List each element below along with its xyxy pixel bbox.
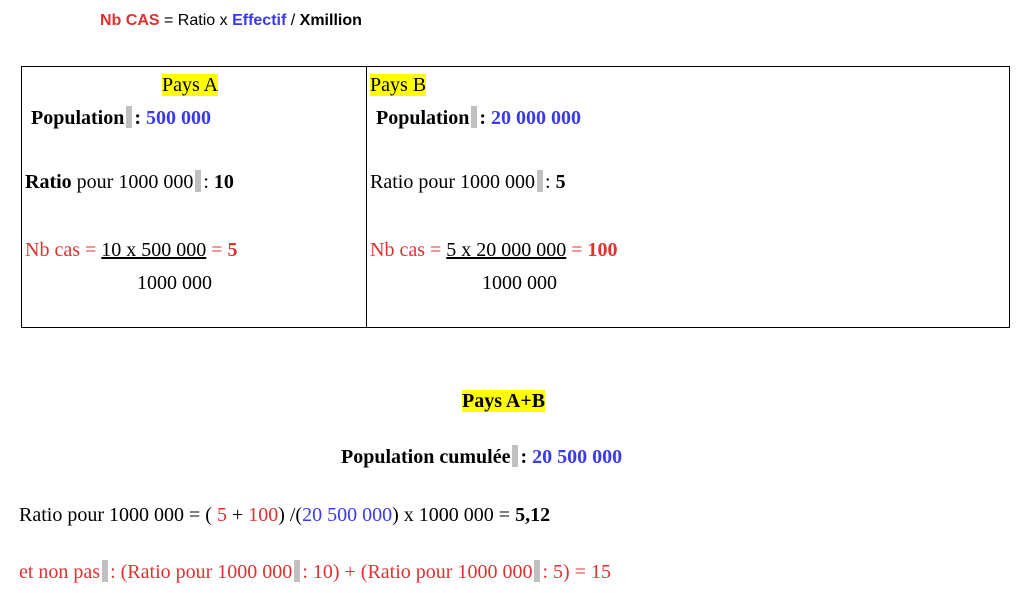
text: = — [571, 239, 583, 261]
population: Population: 500 000 — [31, 106, 211, 130]
text: Nb cas = — [370, 239, 442, 261]
text: Ratio pour 1000 000 — [370, 171, 535, 193]
text: Ratio — [25, 171, 72, 193]
text: / — [290, 12, 296, 29]
formula: Nb CAS = Ratio x Effectif / Xmillion — [100, 9, 362, 33]
text: 100 — [587, 239, 618, 261]
text: ) /( — [278, 504, 303, 526]
text: = — [211, 239, 223, 261]
marker — [512, 445, 519, 467]
text: = Ratio x — [164, 12, 228, 29]
text: 5 x 20 000 000 — [446, 239, 567, 261]
wrong-line: et non pas : (Ratio pour 1000 000 : 10) + … — [19, 560, 611, 584]
text: 10 x 500 000 — [101, 239, 207, 261]
text: 5,12 — [515, 504, 551, 526]
table-divider — [366, 66, 367, 328]
text: Nb cas = — [25, 239, 97, 261]
text: Population cumulée — [341, 446, 511, 468]
denominator: 1000 000 — [137, 272, 212, 294]
text: 5 — [216, 504, 227, 526]
text: Population — [31, 107, 125, 129]
text: 20 000 000 — [491, 107, 582, 129]
marker — [102, 560, 109, 582]
ratio-line: Ratio pour 1000 000 = ( 5 + 100) /(20 50… — [19, 503, 550, 527]
marker — [471, 106, 478, 128]
population: Population: 20 000 000 — [376, 106, 581, 130]
text: et non pas — [19, 561, 101, 583]
text: Xmillion — [299, 12, 362, 29]
denominator: 1000 000 — [482, 272, 557, 294]
text: + — [231, 504, 244, 526]
text: : — [203, 171, 209, 193]
text: Population — [376, 107, 470, 129]
text: Effectif — [232, 12, 287, 29]
text: 5 — [227, 239, 238, 261]
cell-title: Pays A — [162, 74, 219, 96]
text: ) x 1000 000 = — [392, 504, 511, 526]
text: pour 1000 000 — [76, 171, 194, 193]
nb-cas: Nb cas = 5 x 20 000 000 = 100 — [370, 238, 618, 262]
marker — [126, 106, 133, 128]
text: : 10) + (Ratio pour 1000 000 — [302, 561, 533, 583]
text: Nb CAS — [100, 12, 160, 29]
text: 100 — [248, 504, 279, 526]
text: : — [479, 107, 487, 129]
nb-cas: Nb cas = 10 x 500 000 = 5 — [25, 238, 238, 262]
text: : — [545, 171, 551, 193]
marker — [537, 170, 543, 192]
summary-title: Pays A+B — [462, 390, 546, 412]
marker — [534, 560, 541, 582]
text: 5 — [555, 171, 566, 193]
text: 20 500 000 — [302, 504, 393, 526]
text: 20 500 000 — [532, 446, 623, 468]
text: : — [520, 446, 528, 468]
text: : 5) = 15 — [542, 561, 611, 583]
marker — [294, 560, 301, 582]
text: : (Ratio pour 1000 000 — [110, 561, 293, 583]
marker — [195, 170, 202, 192]
text: 500 000 — [146, 107, 212, 129]
text: : — [134, 107, 142, 129]
table — [21, 66, 1010, 328]
ratio: Ratio pour 1000 000: 5 — [370, 170, 566, 194]
text: Ratio pour 1000 000 = ( — [19, 504, 212, 526]
population: Population cumulée: 20 500 000 — [341, 445, 622, 469]
ratio: Ratio pour 1000 000: 10 — [25, 170, 234, 194]
cell-title: Pays B — [370, 74, 427, 96]
text: 10 — [213, 171, 234, 193]
